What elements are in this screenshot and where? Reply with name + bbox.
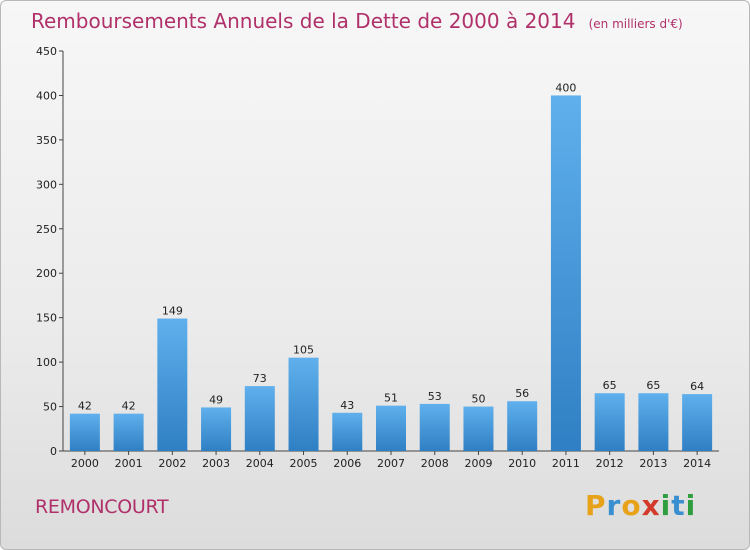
chart-unit-note: (en milliers d'€): [588, 17, 683, 31]
y-tick-label: 350: [36, 134, 57, 147]
x-tick-label: 2006: [333, 457, 361, 470]
x-tick-label: 2007: [377, 457, 405, 470]
bar: [682, 394, 713, 451]
bar-value-label: 50: [471, 393, 485, 406]
bar: [288, 357, 319, 451]
bar-value-label: 105: [293, 344, 314, 357]
bar: [419, 403, 450, 451]
bar-value-label: 53: [428, 390, 442, 403]
x-tick-label: 2012: [596, 457, 624, 470]
y-tick-label: 100: [36, 356, 57, 369]
logo-letter: t: [671, 489, 686, 522]
y-tick-label: 150: [36, 312, 57, 325]
x-tick-label: 2008: [421, 457, 449, 470]
bar-value-label: 400: [555, 81, 576, 94]
bar-value-label: 65: [603, 379, 617, 392]
logo-letter: P: [585, 489, 607, 522]
x-tick-label: 2001: [115, 457, 143, 470]
bar: [507, 401, 538, 451]
y-tick-label: 200: [36, 267, 57, 280]
chart-axes: 0 50 100 150 200 250 300 350 400 450 2000 2001 2002 2…: [36, 45, 719, 470]
x-tick-label: 2013: [639, 457, 667, 470]
bar-value-label: 73: [253, 372, 267, 385]
chart-bars: 42 42 149 49 73 105 43 51 53 50 56 400 65 65 64: [69, 81, 713, 451]
chart-title: Remboursements Annuels de la Dette de 20…: [31, 9, 683, 33]
bar-value-label: 64: [690, 380, 704, 393]
y-tick-label: 450: [36, 45, 57, 58]
logo-letter: i: [660, 489, 672, 522]
x-tick-label: 2009: [464, 457, 492, 470]
bar: [244, 386, 275, 451]
bar: [201, 407, 232, 451]
bar-value-label: 49: [209, 393, 223, 406]
bar-value-label: 42: [122, 400, 136, 413]
x-tick-label: 2014: [683, 457, 711, 470]
logo-letter: r: [606, 489, 622, 522]
y-tick-label: 400: [36, 89, 57, 102]
bar: [550, 95, 581, 451]
y-tick-label: 300: [36, 178, 57, 191]
bar-value-label: 65: [646, 379, 660, 392]
x-tick-label: 2000: [71, 457, 99, 470]
y-tick-label: 50: [43, 401, 57, 414]
bar: [332, 412, 363, 451]
x-tick-label: 2002: [158, 457, 186, 470]
bar-value-label: 149: [162, 305, 183, 318]
bar-value-label: 42: [78, 400, 92, 413]
logo-letter: o: [621, 489, 642, 522]
bar-value-label: 43: [340, 399, 354, 412]
logo-letter: x: [641, 489, 661, 522]
chart-title-text: Remboursements Annuels de la Dette de 20…: [31, 9, 576, 33]
bar: [594, 393, 625, 451]
bar: [638, 393, 669, 451]
x-tick-label: 2005: [290, 457, 318, 470]
y-tick-label: 250: [36, 223, 57, 236]
bar-value-label: 51: [384, 392, 398, 405]
x-tick-label: 2003: [202, 457, 230, 470]
x-tick-label: 2011: [552, 457, 580, 470]
bar-value-label: 56: [515, 387, 529, 400]
bar: [69, 413, 100, 451]
x-tick-label: 2004: [246, 457, 274, 470]
x-tick-label: 2010: [508, 457, 536, 470]
bar: [157, 318, 188, 451]
proxiti-logo: Proxiti: [585, 489, 696, 522]
commune-name: REMONCOURT: [35, 496, 169, 518]
bar: [376, 405, 406, 451]
logo-letter: i: [685, 489, 697, 522]
bar: [113, 413, 144, 451]
y-tick-label: 0: [50, 445, 57, 458]
bar: [463, 406, 494, 451]
